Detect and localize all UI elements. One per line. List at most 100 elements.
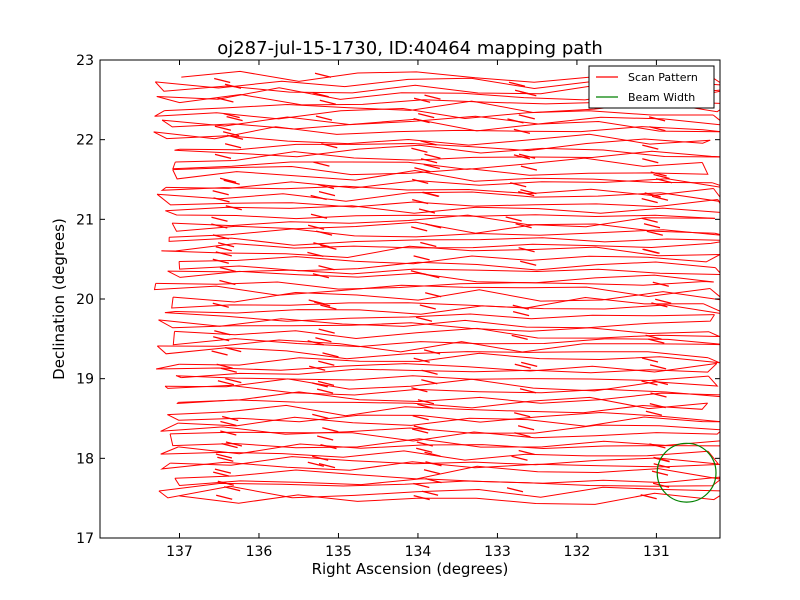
scan-jitter-mark	[514, 363, 531, 369]
scan-jitter-mark	[411, 387, 428, 393]
legend-box	[588, 65, 715, 109]
scan-jitter-mark	[220, 430, 237, 436]
scan-jitter-mark	[219, 266, 237, 273]
scan-jitter-mark	[318, 462, 336, 469]
scan-row-line	[158, 319, 710, 335]
scan-jitter-mark	[223, 179, 240, 185]
scan-row-line	[173, 288, 720, 303]
scan-jitter-mark	[421, 369, 438, 375]
scan-jitter-mark	[217, 456, 234, 462]
scan-jitter-mark	[642, 158, 659, 164]
y-tick-label: 21	[76, 212, 94, 228]
scan-jitter-mark	[423, 349, 441, 355]
scan-row-line	[158, 485, 720, 499]
legend-beam-width-label: Beam Width	[628, 91, 695, 104]
scan-jitter-mark	[651, 470, 669, 476]
scan-jitter-mark	[219, 177, 237, 183]
scan-row-line	[154, 107, 714, 120]
scan-jitter-mark	[211, 223, 228, 229]
y-tick-label: 18	[76, 451, 94, 467]
scan-jitter-mark	[226, 134, 244, 140]
scan-row-line	[165, 178, 720, 189]
scan-jitter-mark	[212, 302, 229, 308]
scan-jitter-mark	[216, 494, 233, 500]
scan-row-line	[174, 465, 720, 480]
scan-row-line	[153, 126, 720, 140]
scan-jitter-mark	[312, 92, 329, 98]
scan-row-line	[174, 144, 720, 158]
scan-jitter-mark	[415, 316, 433, 322]
scan-jitter-mark	[215, 246, 232, 252]
scan-jitter-mark	[514, 412, 531, 418]
scan-row-line	[165, 210, 716, 220]
scan-jitter-mark	[413, 494, 430, 501]
scan-jitter-mark	[425, 292, 442, 298]
scan-row-line	[175, 375, 709, 382]
scan-jitter-mark	[318, 360, 335, 366]
scan-jitter-mark	[307, 224, 325, 230]
scan-row-line	[172, 214, 716, 228]
scan-row-line	[160, 446, 709, 461]
scan-jitter-mark	[641, 357, 659, 363]
scan-jitter-mark	[226, 115, 243, 122]
scan-jitter-mark	[648, 338, 665, 344]
scan-jitter-mark	[219, 279, 236, 286]
scan-row-line	[170, 450, 720, 466]
y-tick-label: 17	[76, 531, 94, 547]
x-tick-label: 134	[405, 544, 432, 560]
scan-jitter-mark	[653, 173, 670, 180]
scan-jitter-mark	[318, 265, 335, 271]
scan-jitter-mark	[651, 195, 669, 201]
scan-row-line	[172, 157, 703, 170]
scan-jitter-mark	[223, 112, 240, 119]
scan-jitter-mark	[313, 161, 330, 167]
scan-row-line	[176, 396, 708, 410]
scan-row-line	[175, 303, 720, 315]
scan-row-line	[172, 162, 709, 176]
scan-jitter-mark	[315, 115, 333, 121]
scan-jitter-mark	[424, 94, 441, 100]
scan-row-line	[172, 331, 720, 348]
scan-jitter-mark	[418, 208, 436, 214]
scan-jitter-mark	[423, 163, 440, 170]
scan-row-line	[169, 228, 720, 238]
scan-jitter-mark	[650, 392, 667, 398]
scan-jitter-mark	[317, 435, 334, 441]
scan-jitter-mark	[220, 420, 237, 427]
scan-jitter-mark	[307, 461, 324, 467]
scan-jitter-mark	[321, 143, 338, 149]
scan-jitter-mark	[510, 182, 527, 188]
scan-jitter-mark	[213, 197, 230, 203]
scan-row-line	[178, 391, 720, 404]
scan-jitter-mark	[423, 273, 440, 279]
scan-jitter-mark	[506, 487, 524, 493]
scan-jitter-mark	[508, 81, 526, 87]
scan-jitter-mark	[653, 463, 670, 469]
scan-jitter-mark	[643, 223, 661, 229]
scan-jitter-mark	[214, 125, 232, 131]
scan-jitter-mark	[413, 357, 430, 363]
scan-jitter-mark	[412, 178, 429, 185]
scan-jitter-mark	[214, 77, 231, 84]
scan-jitter-mark	[653, 457, 670, 463]
scan-jitter-mark	[420, 241, 437, 248]
y-tick-label: 19	[76, 372, 94, 388]
scan-jitter-mark	[315, 230, 333, 236]
y-axis-ticks: 17 18 19 20 21 22 23	[76, 53, 720, 547]
scan-jitter-mark	[221, 442, 238, 449]
scan-row-line	[179, 492, 720, 505]
scan-jitter-mark	[217, 97, 234, 103]
scan-jitter-mark	[518, 114, 535, 120]
scan-row-line	[179, 138, 711, 152]
scan-row-line	[158, 479, 720, 492]
scan-row-line	[170, 430, 720, 442]
scan-row-line	[162, 114, 720, 127]
scan-jitter-mark	[424, 451, 441, 457]
scan-row-line	[160, 185, 714, 197]
scan-jitter-mark	[514, 432, 531, 438]
scan-row-line	[175, 150, 720, 163]
scan-jitter-mark	[417, 399, 435, 405]
scan-row-line	[157, 339, 720, 353]
scan-jitter-mark	[641, 217, 658, 223]
